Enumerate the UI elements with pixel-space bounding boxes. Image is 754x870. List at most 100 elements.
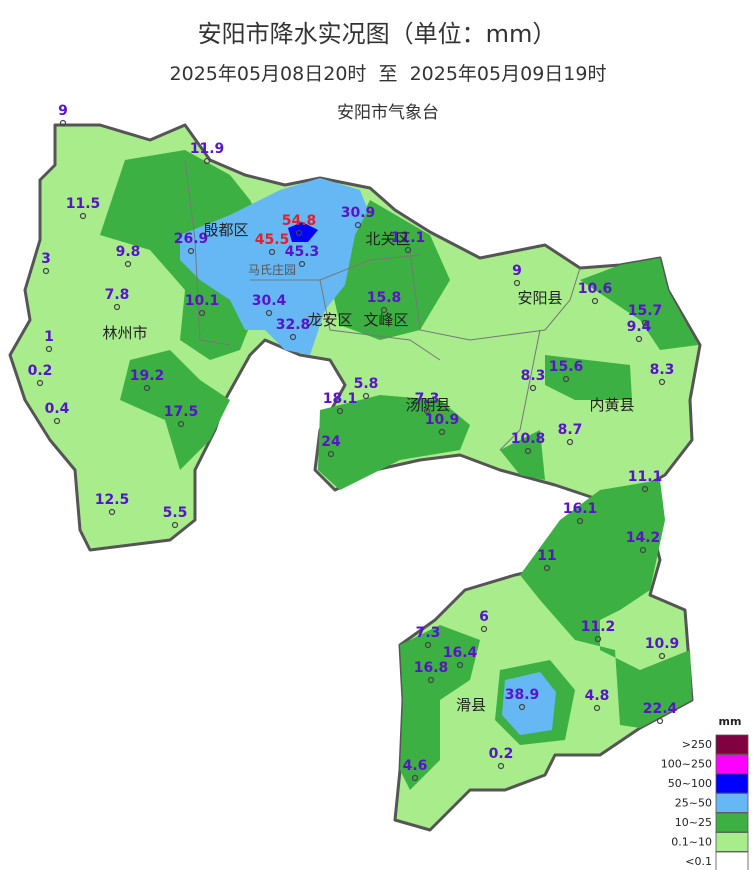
district-label: 龙安区 <box>307 311 352 329</box>
station-dot <box>289 333 297 341</box>
station-value: 10.8 <box>511 431 546 447</box>
station-value: 16.8 <box>414 660 449 676</box>
station-dot <box>79 212 87 220</box>
station-value: 30.4 <box>252 293 287 309</box>
station-dot <box>108 508 116 516</box>
station-dot <box>594 635 602 643</box>
title: 安阳市降水实况图（单位：mm） <box>198 20 557 48</box>
station-dot <box>177 420 185 428</box>
district-label: 汤阴县 <box>405 396 450 414</box>
station-dot <box>529 384 537 392</box>
station-value: 15.8 <box>367 290 402 306</box>
station-dot <box>480 625 488 633</box>
station-value: 7.3 <box>415 391 440 407</box>
legend-swatch <box>715 832 749 852</box>
station-value: 16.1 <box>563 501 598 517</box>
station-dot <box>362 392 370 400</box>
station-dot <box>593 704 601 712</box>
station-dot <box>423 407 431 415</box>
boundaries <box>184 159 581 451</box>
station-dot <box>641 319 649 327</box>
station-value: 38.9 <box>505 687 540 703</box>
station-dot <box>336 407 344 415</box>
station-dot <box>298 260 306 268</box>
legend-label: <0.1 <box>685 855 712 868</box>
station-value: 0.2 <box>489 746 514 762</box>
legend-swatch <box>715 851 749 870</box>
station-dot <box>543 564 551 572</box>
legend-label: 50~100 <box>668 777 712 790</box>
legend-swatch <box>715 793 749 813</box>
station-value: 5.5 <box>163 505 188 521</box>
station-dot <box>438 428 446 436</box>
station-value: 24 <box>321 434 341 450</box>
moderate-area <box>180 178 368 355</box>
station-dot <box>497 762 505 770</box>
station-value: 9 <box>58 103 68 119</box>
station-value: 11.1 <box>391 230 426 246</box>
station-value: 9.8 <box>116 244 141 260</box>
station-dot <box>411 774 419 782</box>
station-value: 22.4 <box>643 701 678 717</box>
station-dot <box>524 447 532 455</box>
district-label: 安阳县 <box>517 289 562 307</box>
station-value: 1 <box>44 329 54 345</box>
station-value: 8.7 <box>558 422 583 438</box>
legend-label: 25~50 <box>675 797 712 810</box>
map-shapes <box>8 123 702 832</box>
station-dot <box>171 521 179 529</box>
station-dot <box>513 279 521 287</box>
legend-swatch <box>715 754 749 774</box>
station-value: 45.5 <box>255 232 290 248</box>
station-dot <box>53 417 61 425</box>
station-value: 0.2 <box>28 363 53 379</box>
station-value: 8.3 <box>650 362 675 378</box>
station-dot <box>641 485 649 493</box>
station-dot <box>518 703 526 711</box>
station-value: 17.5 <box>164 404 199 420</box>
station-dot <box>656 717 664 725</box>
station-dot <box>424 641 432 649</box>
legend-swatch <box>715 734 749 755</box>
station-value: 4.8 <box>585 688 610 704</box>
station-value: 4.6 <box>403 758 428 774</box>
station-value: 11.1 <box>628 469 663 485</box>
station-dot <box>295 229 303 237</box>
district-label: 北关区 <box>365 230 410 248</box>
station-dot <box>268 248 276 256</box>
station-value: 30.9 <box>341 205 376 221</box>
station-dot <box>113 303 121 311</box>
station-value: 12.5 <box>95 492 130 508</box>
district-label: 林州市 <box>102 324 147 342</box>
station-value: 5.8 <box>354 376 379 392</box>
station-value: 10.9 <box>425 412 460 428</box>
station-value: 19.2 <box>130 368 165 384</box>
station-dot <box>36 379 44 387</box>
station-value: 8.3 <box>521 368 546 384</box>
station-value: 9.4 <box>627 319 652 335</box>
station-dot <box>59 119 67 127</box>
station-dot <box>639 546 647 554</box>
station-value: 15.7 <box>628 303 663 319</box>
station-dot <box>658 652 666 660</box>
station-value: 10.1 <box>185 293 220 309</box>
station-value: 10.6 <box>578 281 613 297</box>
station-dot <box>456 661 464 669</box>
station-value: 16.4 <box>443 645 478 661</box>
heavy-area <box>288 222 318 242</box>
station-dot <box>354 221 362 229</box>
district-label: 内黄县 <box>589 396 634 414</box>
moderate-area <box>502 672 556 735</box>
station-value: 6 <box>479 609 489 625</box>
station-dot <box>635 335 643 343</box>
station-value: 15.6 <box>549 359 584 375</box>
legend-swatch <box>715 773 749 794</box>
district-label: 马氏庄园 <box>248 262 296 277</box>
station-value: 0.4 <box>45 401 70 417</box>
legend-label: 0.1~10 <box>671 836 712 849</box>
station-dot <box>124 260 132 268</box>
station-dot <box>566 438 574 446</box>
station-value: 7.8 <box>105 287 130 303</box>
